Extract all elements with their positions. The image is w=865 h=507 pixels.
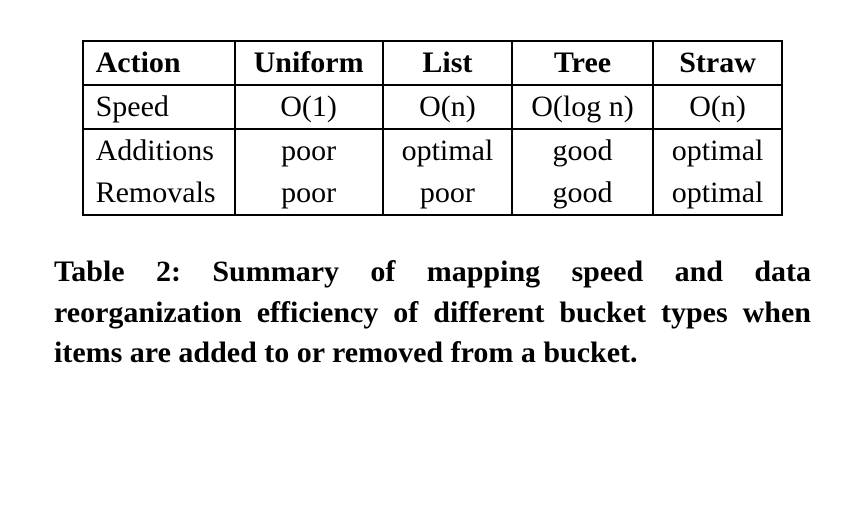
table-caption: Table 2: Summary of mapping speed and da…	[50, 252, 815, 374]
cell: O(n)	[383, 85, 513, 129]
cell: O(1)	[235, 85, 383, 129]
cell: poor	[235, 172, 383, 215]
cell: poor	[383, 172, 513, 215]
table-container: Action Uniform List Tree Straw Speed O(1…	[50, 40, 815, 216]
col-list: List	[383, 41, 513, 85]
col-straw: Straw	[653, 41, 783, 85]
col-action: Action	[83, 41, 235, 85]
row-label: Speed	[83, 85, 235, 129]
cell: good	[512, 129, 652, 172]
cell: optimal	[653, 129, 783, 172]
col-uniform: Uniform	[235, 41, 383, 85]
table-row: Speed O(1) O(n) O(log n) O(n)	[83, 85, 783, 129]
table-row: Additions poor optimal good optimal	[83, 129, 783, 172]
cell: O(log n)	[512, 85, 652, 129]
cell: optimal	[653, 172, 783, 215]
col-tree: Tree	[512, 41, 652, 85]
cell: good	[512, 172, 652, 215]
bucket-types-table: Action Uniform List Tree Straw Speed O(1…	[82, 40, 784, 216]
row-label: Additions	[83, 129, 235, 172]
table-row: Removals poor poor good optimal	[83, 172, 783, 215]
row-label: Removals	[83, 172, 235, 215]
cell: optimal	[383, 129, 513, 172]
cell: O(n)	[653, 85, 783, 129]
cell: poor	[235, 129, 383, 172]
table-header-row: Action Uniform List Tree Straw	[83, 41, 783, 85]
